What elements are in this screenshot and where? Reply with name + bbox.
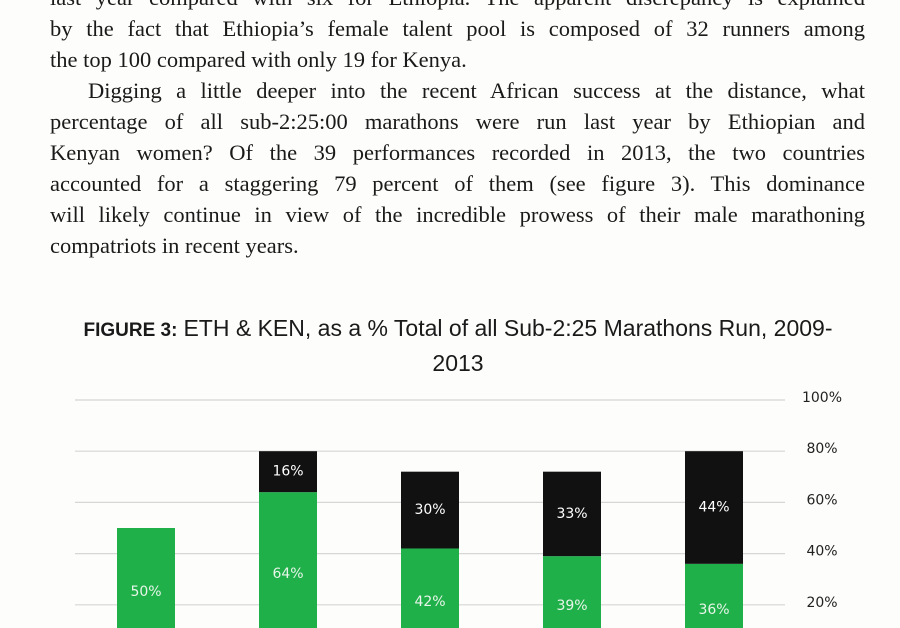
text-line: Kenyan women? Of the 39 performances rec… bbox=[50, 140, 865, 165]
bar-segment bbox=[685, 563, 743, 628]
bar-segment bbox=[259, 451, 317, 493]
value-label: 44% bbox=[698, 500, 729, 516]
value-label: 16% bbox=[272, 464, 303, 480]
y-tick-label: 20% bbox=[806, 595, 837, 611]
text-line: by the fact that Ethiopia’s female talen… bbox=[50, 16, 865, 41]
value-label: 64% bbox=[272, 566, 303, 582]
y-tick-label: 60% bbox=[806, 492, 837, 508]
bar-segment bbox=[543, 556, 601, 628]
chart-title: ETH & KEN, as a % Total of all Sub-2:25 … bbox=[183, 315, 833, 376]
text-line: the top 100 compared with only 19 for Ke… bbox=[50, 47, 467, 72]
bar-segment bbox=[259, 492, 317, 628]
y-tick-label: 100% bbox=[802, 390, 842, 406]
bar-segment bbox=[543, 471, 601, 557]
bar-segment bbox=[117, 528, 175, 628]
text-line: compatriots in recent years. bbox=[50, 233, 299, 258]
body-text: last year compared with six for Ethiopia… bbox=[50, 0, 865, 261]
value-label: 30% bbox=[414, 502, 445, 518]
value-label: 50% bbox=[130, 584, 161, 600]
y-tick-label: 80% bbox=[806, 441, 837, 457]
figure-title: FIGURE 3: ETH & KEN, as a % Total of all … bbox=[60, 312, 856, 380]
value-label: 36% bbox=[698, 602, 729, 618]
value-label: 39% bbox=[556, 598, 587, 614]
text-line: last year compared with six for Ethiopia… bbox=[50, 0, 865, 13]
bar-segment bbox=[401, 471, 459, 549]
text-line: will likely continue in view of the incr… bbox=[50, 202, 865, 227]
y-tick-label: 40% bbox=[806, 544, 837, 560]
value-label: 33% bbox=[556, 506, 587, 522]
figure-label: FIGURE 3: bbox=[83, 320, 178, 341]
value-label: 42% bbox=[414, 594, 445, 610]
bar-segment bbox=[401, 548, 459, 628]
text-line: percentage of all sub-2:25:00 marathons … bbox=[50, 109, 865, 134]
text-line: accounted for a staggering 79 percent of… bbox=[50, 171, 865, 196]
text-line: Digging a little deeper into the recent … bbox=[88, 78, 865, 103]
bar-segment bbox=[685, 451, 743, 564]
